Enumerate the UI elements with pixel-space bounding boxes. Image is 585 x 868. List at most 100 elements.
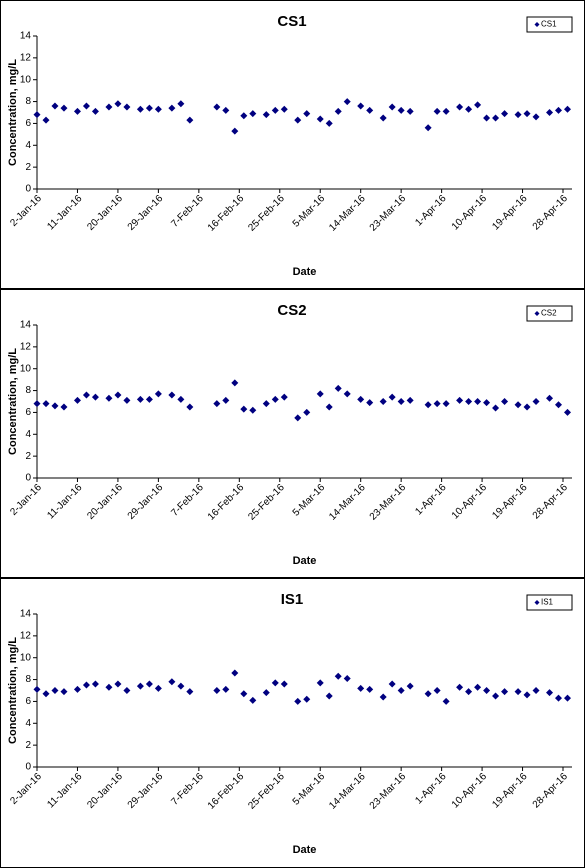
- data-point: [546, 689, 554, 697]
- data-point: [114, 100, 122, 108]
- chart-title: CS2: [277, 302, 306, 319]
- data-point: [177, 682, 185, 690]
- data-point: [564, 105, 572, 113]
- data-point: [442, 400, 450, 408]
- data-point: [523, 110, 531, 118]
- data-point: [231, 127, 239, 135]
- data-point: [564, 408, 572, 416]
- legend: CS2: [526, 305, 573, 322]
- data-point: [177, 395, 185, 403]
- data-point: [222, 396, 230, 404]
- data-point: [514, 111, 522, 119]
- data-point: [177, 100, 185, 108]
- data-point: [366, 106, 374, 114]
- data-point: [123, 396, 131, 404]
- data-point: [483, 687, 491, 694]
- data-point: [501, 110, 509, 118]
- y-axis-title: Concentration, mg/L: [7, 637, 19, 744]
- data-point: [294, 116, 302, 124]
- y-tick-label: 8: [25, 385, 31, 396]
- y-axis-title: Concentration, mg/L: [7, 59, 19, 166]
- data-point: [105, 683, 113, 691]
- data-point: [114, 680, 122, 688]
- data-point: [303, 110, 311, 118]
- data-point: [325, 403, 333, 411]
- data-point: [42, 400, 50, 408]
- data-point: [456, 103, 464, 111]
- data-point: [546, 109, 554, 116]
- data-point: [262, 689, 270, 697]
- data-point: [60, 403, 68, 411]
- y-tick-label: 10: [20, 652, 32, 663]
- data-point: [316, 679, 324, 687]
- data-point: [564, 694, 572, 702]
- data-point: [51, 102, 59, 110]
- data-point: [433, 107, 441, 115]
- data-point: [154, 684, 162, 692]
- y-tick-label: 0: [25, 762, 31, 773]
- data-point: [465, 398, 473, 405]
- panel-border: [0, 289, 585, 578]
- y-tick-label: 2: [25, 162, 31, 173]
- data-point: [474, 398, 482, 405]
- data-point: [280, 105, 288, 113]
- data-point: [168, 391, 176, 399]
- data-point: [406, 682, 414, 690]
- data-point: [123, 103, 131, 111]
- data-point: [514, 688, 522, 696]
- data-point: [546, 394, 554, 402]
- legend-marker: [534, 22, 540, 27]
- data-point: [60, 688, 68, 696]
- data-point: [123, 687, 131, 694]
- data-point: [136, 682, 144, 690]
- data-point: [33, 685, 41, 693]
- data-point: [492, 692, 500, 700]
- data-point: [316, 115, 324, 123]
- legend-box: [526, 305, 573, 322]
- legend-box: [526, 16, 573, 33]
- y-tick-label: 14: [20, 31, 32, 42]
- panel-border: [0, 578, 585, 868]
- data-point: [532, 687, 540, 694]
- data-point: [231, 379, 239, 387]
- data-point: [73, 107, 81, 115]
- data-point: [388, 103, 396, 111]
- data-point: [474, 683, 482, 691]
- data-point: [357, 684, 365, 692]
- data-point: [474, 101, 482, 109]
- data-point: [280, 393, 288, 401]
- data-point: [492, 114, 500, 122]
- data-point: [456, 396, 464, 404]
- data-point: [343, 98, 351, 106]
- data-point: [82, 391, 90, 399]
- data-point: [406, 396, 414, 404]
- y-tick-label: 8: [25, 674, 31, 685]
- y-tick-label: 4: [25, 718, 31, 729]
- data-point: [483, 114, 491, 122]
- data-point: [325, 119, 333, 127]
- data-point: [73, 685, 81, 693]
- data-point: [42, 116, 50, 124]
- legend-label: IS1: [541, 598, 554, 607]
- data-point: [114, 391, 122, 399]
- legend-box: [526, 594, 573, 611]
- data-point: [60, 104, 68, 112]
- data-point: [51, 402, 59, 410]
- data-point: [154, 390, 162, 398]
- legend: IS1: [526, 594, 573, 611]
- data-point: [249, 406, 257, 414]
- data-point: [442, 697, 450, 705]
- data-point: [555, 106, 563, 114]
- y-axis-title: Concentration, mg/L: [7, 348, 19, 455]
- data-point: [262, 400, 270, 408]
- panel-border: [0, 0, 585, 289]
- data-point: [186, 403, 194, 411]
- y-tick-label: 0: [25, 184, 31, 195]
- data-point: [294, 414, 302, 422]
- data-point: [388, 393, 396, 401]
- x-axis-title: Date: [293, 266, 317, 278]
- data-point: [492, 404, 500, 412]
- data-point: [433, 400, 441, 408]
- y-tick-label: 14: [20, 320, 32, 331]
